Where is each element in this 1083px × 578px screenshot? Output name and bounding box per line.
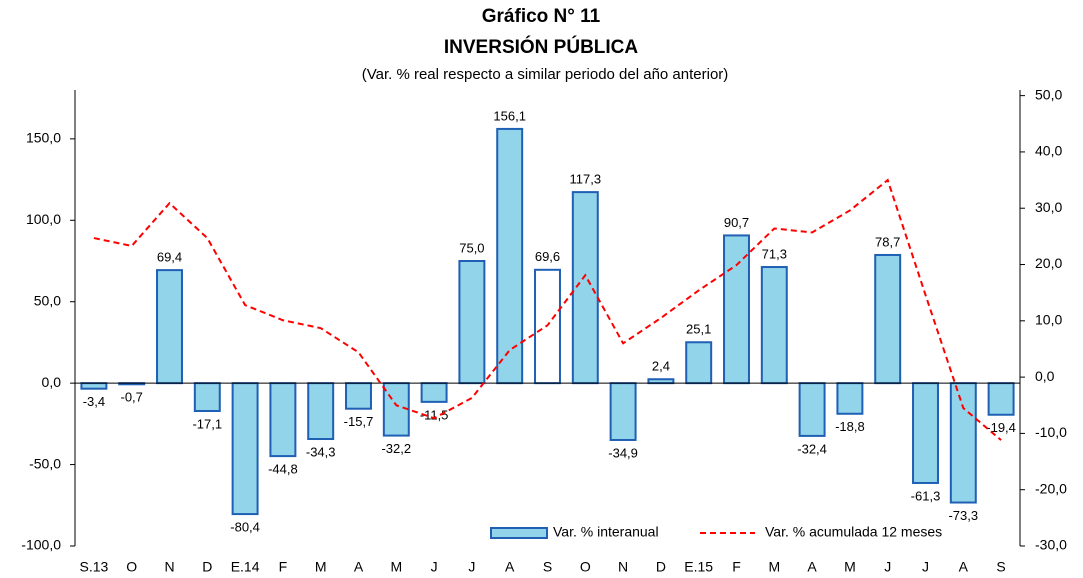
y2-tick-label: 20,0 [1035, 255, 1062, 271]
value-label: -18,8 [835, 419, 865, 434]
x-tick-label: D [656, 559, 666, 575]
x-tick-label: M [844, 559, 856, 575]
value-label: -80,4 [230, 520, 260, 535]
bar [836, 382, 864, 415]
x-tick-label: F [279, 559, 288, 575]
x-tick-label: D [202, 559, 212, 575]
x-tick-label: S [996, 559, 1005, 575]
bar [949, 382, 977, 504]
x-tick-label: S [543, 559, 552, 575]
y2-tick-label: -10,0 [1035, 424, 1067, 440]
value-label: 25,1 [686, 322, 711, 337]
x-tick-label: O [580, 559, 591, 575]
value-label: -73,3 [948, 508, 978, 523]
value-label: -0,7 [120, 390, 142, 405]
bar [80, 382, 108, 390]
bar [231, 382, 259, 516]
x-tick-label: M [768, 559, 780, 575]
y-tick-label: 0,0 [42, 374, 62, 390]
y2-tick-label: -30,0 [1035, 537, 1067, 553]
y2-tick-label: 0,0 [1035, 368, 1055, 384]
value-label: 78,7 [875, 234, 900, 249]
value-label: 69,4 [157, 250, 182, 265]
x-tick-label: E.14 [231, 559, 260, 575]
value-label: 2,4 [652, 359, 670, 374]
value-label: -44,8 [268, 462, 298, 477]
value-label: -32,4 [797, 441, 827, 456]
chart-subtitle: INVERSIÓN PÚBLICA [444, 36, 639, 58]
x-tick-label: M [315, 559, 327, 575]
x-tick-label: J [884, 559, 891, 575]
legend-label: Var. % interanual [553, 524, 659, 540]
y-tick-label: -50,0 [29, 455, 61, 471]
y2-tick-label: 50,0 [1035, 86, 1062, 102]
bar [647, 378, 675, 385]
x-tick-label: J [922, 559, 929, 575]
x-tick-label: E.15 [684, 559, 713, 575]
value-label: 69,6 [535, 249, 560, 264]
x-tick-label: A [959, 559, 969, 575]
x-tick-label: J [468, 559, 475, 575]
x-tick-label: F [732, 559, 741, 575]
value-label: -11,5 [420, 407, 449, 422]
x-tick-label: A [807, 559, 817, 575]
value-label: -19,4 [986, 420, 1016, 435]
legend-label: Var. % acumulada 12 meses [765, 524, 942, 540]
y2-tick-label: -20,0 [1035, 480, 1067, 496]
value-label: -17,1 [192, 416, 222, 431]
bar [420, 382, 448, 403]
x-tick-label: J [431, 559, 438, 575]
value-label: -3,4 [83, 394, 105, 409]
line [93, 178, 1002, 441]
value-label: -61,3 [911, 488, 941, 503]
y-tick-label: 150,0 [26, 130, 61, 146]
x-tick-label: A [354, 559, 364, 575]
chart-note: (Var. % real respecto a similar periodo … [362, 66, 729, 83]
chart-title: Gráfico N° 11 [482, 6, 601, 27]
y2-tick-label: 40,0 [1035, 143, 1062, 159]
bar [987, 382, 1015, 416]
bar [345, 382, 372, 410]
legend-swatch [490, 527, 548, 539]
bar [798, 382, 826, 437]
bar [496, 127, 524, 385]
x-tick-label: M [390, 559, 402, 575]
bar [307, 382, 335, 441]
y-tick-label: 100,0 [26, 211, 61, 227]
bar [382, 382, 410, 437]
value-label: -32,2 [381, 441, 411, 456]
value-label: -34,3 [306, 444, 336, 459]
x-tick-label: N [618, 559, 628, 575]
value-label: 90,7 [724, 215, 749, 230]
bar [912, 382, 939, 484]
bar [458, 260, 486, 385]
bar [156, 269, 183, 385]
x-tick-label: A [505, 559, 515, 575]
bar [685, 341, 713, 385]
value-label: -15,7 [344, 414, 374, 429]
y-tick-label: 50,0 [34, 292, 61, 308]
y2-tick-label: 30,0 [1035, 199, 1062, 215]
value-label: -34,9 [608, 445, 638, 460]
bar [760, 266, 788, 385]
value-label: 117,3 [570, 172, 602, 187]
bar [193, 382, 221, 412]
x-tick-label: N [164, 559, 174, 575]
bar [874, 253, 902, 385]
bar [269, 382, 297, 458]
bar [609, 382, 637, 441]
x-tick-label: S.13 [79, 559, 108, 575]
y2-tick-label: 10,0 [1035, 312, 1062, 328]
value-label: 75,0 [459, 240, 484, 255]
value-label: 71,3 [762, 246, 787, 261]
bar [571, 191, 599, 385]
value-label: 156,1 [493, 108, 526, 123]
x-tick-label: O [126, 559, 137, 575]
y-tick-label: -100,0 [21, 537, 61, 553]
